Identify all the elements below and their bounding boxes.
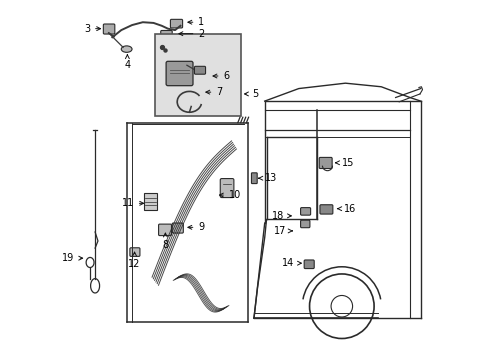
FancyBboxPatch shape	[320, 205, 333, 214]
Text: 5: 5	[245, 89, 258, 99]
Text: 16: 16	[338, 204, 356, 214]
Text: 4: 4	[124, 54, 130, 70]
Text: 18: 18	[271, 211, 292, 221]
Text: 3: 3	[84, 24, 100, 34]
FancyBboxPatch shape	[251, 173, 257, 184]
Text: 14: 14	[282, 258, 301, 268]
FancyBboxPatch shape	[300, 220, 310, 228]
FancyBboxPatch shape	[161, 31, 172, 39]
Text: 15: 15	[336, 158, 354, 168]
FancyBboxPatch shape	[171, 19, 183, 28]
FancyBboxPatch shape	[195, 66, 205, 74]
FancyBboxPatch shape	[103, 24, 115, 34]
Text: 2: 2	[179, 29, 205, 39]
FancyBboxPatch shape	[319, 157, 332, 168]
Text: 19: 19	[62, 253, 83, 263]
Bar	[155, 35, 242, 116]
FancyBboxPatch shape	[166, 61, 193, 86]
Text: 12: 12	[128, 252, 141, 269]
Text: 13: 13	[259, 173, 277, 183]
Text: 10: 10	[220, 190, 241, 200]
FancyBboxPatch shape	[130, 248, 140, 256]
Text: 17: 17	[274, 226, 292, 236]
Text: 8: 8	[162, 233, 169, 250]
Text: 1: 1	[188, 17, 204, 27]
Bar	[144, 193, 157, 211]
FancyBboxPatch shape	[304, 260, 314, 269]
FancyBboxPatch shape	[220, 179, 234, 198]
FancyBboxPatch shape	[159, 224, 171, 235]
Text: 9: 9	[188, 222, 204, 232]
Text: 6: 6	[213, 71, 230, 81]
FancyBboxPatch shape	[300, 208, 311, 215]
FancyBboxPatch shape	[172, 223, 183, 233]
Text: 7: 7	[206, 87, 222, 97]
Text: 11: 11	[122, 198, 144, 208]
Ellipse shape	[122, 46, 132, 52]
